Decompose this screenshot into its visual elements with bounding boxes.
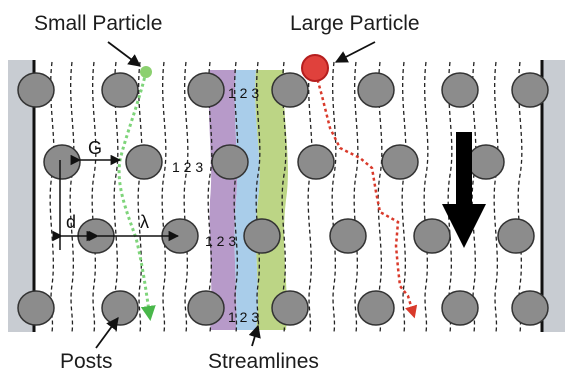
post: [187, 72, 225, 108]
post: [271, 72, 309, 108]
streamlines-pointer: [248, 324, 261, 347]
post-diameter-label: d: [66, 212, 76, 232]
streamline: [493, 61, 499, 333]
posts: [17, 72, 549, 326]
post: [511, 72, 549, 108]
post: [271, 290, 309, 326]
post: [413, 218, 451, 254]
post: [381, 144, 419, 180]
posts-label: Posts: [60, 350, 113, 373]
lane-2-band: [234, 70, 260, 330]
lane-3-band: [255, 70, 288, 330]
post: [467, 144, 505, 180]
post: [17, 290, 55, 326]
right-wall: [542, 60, 565, 332]
post: [441, 290, 479, 326]
post: [441, 72, 479, 108]
post: [43, 144, 81, 180]
post: [125, 144, 163, 180]
large-particle: [301, 54, 329, 82]
small-particle: [140, 66, 152, 78]
streamline: [91, 61, 97, 333]
post: [297, 144, 335, 180]
streamline: [161, 61, 167, 333]
large-particle-path: [314, 73, 418, 319]
streamline: [353, 61, 359, 333]
lane-1-band: [208, 70, 238, 330]
posts-pointer: [95, 316, 119, 349]
pitch-label: λ: [140, 212, 149, 232]
small-particle-path: [117, 71, 156, 321]
lane-label: 1 2 3: [205, 233, 236, 249]
post: [357, 290, 395, 326]
post: [101, 72, 139, 108]
post: [497, 218, 535, 254]
small-particle-pointer: [107, 41, 142, 67]
streamline: [69, 61, 75, 333]
streamline: [49, 61, 55, 333]
streamline: [423, 61, 429, 333]
large-particle-pointer: [334, 41, 376, 63]
post: [211, 144, 249, 180]
streamline: [307, 61, 313, 333]
gap-label: G: [88, 138, 102, 158]
streamline: [183, 61, 189, 333]
post: [329, 218, 367, 254]
post: [101, 290, 139, 326]
small-particle-label: Small Particle: [34, 12, 162, 35]
streamlines-label: Streamlines: [208, 350, 319, 373]
post: [511, 290, 549, 326]
lane-label: 1 2 3: [228, 85, 259, 101]
streamline: [331, 61, 337, 333]
post: [243, 218, 281, 254]
lane-label: 1 2 3: [228, 309, 259, 325]
large-particle-label: Large Particle: [290, 12, 420, 35]
lane-label: 1 2 3: [172, 159, 203, 175]
post: [187, 290, 225, 326]
post: [17, 72, 55, 108]
post: [357, 72, 395, 108]
down-arrow-icon: [442, 132, 486, 248]
